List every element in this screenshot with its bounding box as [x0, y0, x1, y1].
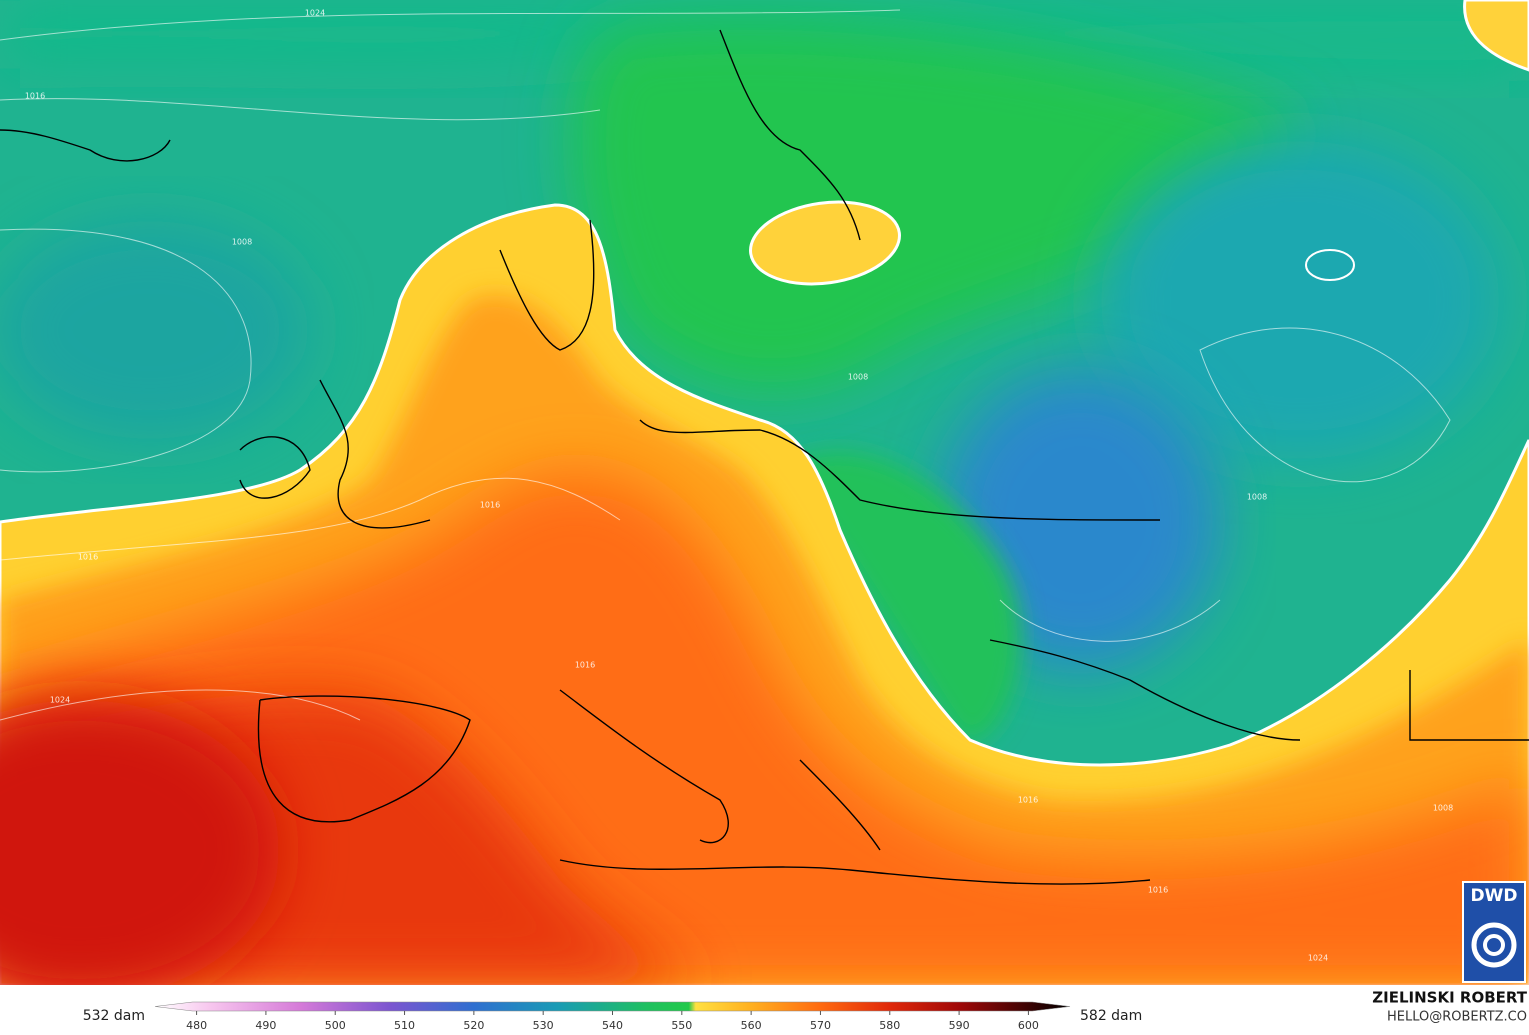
- finland-high: [749, 200, 901, 286]
- isobar-label: 1016: [1148, 886, 1168, 895]
- isobar-label: 1024: [50, 696, 70, 705]
- isobar-label: 1008: [1433, 804, 1453, 813]
- credit-name: ZIELINSKI ROBERT: [1372, 989, 1527, 1007]
- logo-swirl-inner: [1483, 934, 1505, 956]
- isobar-label: 1008: [1247, 493, 1267, 502]
- russia-low: [1100, 140, 1500, 460]
- atlantic-low: [0, 220, 310, 440]
- logo-text: DWD: [1471, 886, 1518, 906]
- colorbar-tick-label: 550: [671, 1019, 692, 1032]
- colorbar-tick-label: 570: [810, 1019, 831, 1032]
- colorbar-tick-label: 590: [949, 1019, 970, 1032]
- ridge-dark-red: [0, 700, 280, 985]
- logo: DWD: [1462, 881, 1526, 983]
- coastlines: [0, 29, 1529, 885]
- colorbar-tick-label: 500: [325, 1019, 346, 1032]
- colorbar-tick-label: 600: [1018, 1019, 1039, 1032]
- colorbar-tick-label: 540: [602, 1019, 623, 1032]
- colorbar-min-label: 532 dam: [83, 1008, 145, 1024]
- colorbar-tick-label: 490: [255, 1019, 276, 1032]
- isobar-ring: [1305, 249, 1355, 281]
- map: 1024 1016 1008 1016 1016 1024 1016 1008 1008 1016…: [0, 0, 1529, 985]
- isobar-label: 1008: [232, 238, 252, 247]
- isobar-label: 1024: [1308, 954, 1328, 963]
- colorbar: 532 dam 582 dam 480 490 500 510 520 530 540 550…: [83, 1001, 1142, 1032]
- colorbar-max-label: 582 dam: [1080, 1008, 1142, 1024]
- colorbar-tick-label: 480: [186, 1019, 207, 1032]
- credit-email: HELLO@ROBERTZ.CO: [1387, 1010, 1527, 1025]
- isobar-label: 1016: [1018, 796, 1038, 805]
- isobar-label: 1024: [305, 9, 325, 18]
- green-zone: [572, 20, 1300, 394]
- colorbar-tick-label: 560: [741, 1019, 762, 1032]
- isobar-label: 1016: [25, 92, 45, 101]
- colorbar-tick-label: 580: [879, 1019, 900, 1032]
- colorbar-tick-label: 520: [463, 1019, 484, 1032]
- isobar-labels: 1024 1016 1008 1016 1016 1024 1016 1008 1008 1016…: [25, 9, 1453, 963]
- colorbar-tick-label: 510: [394, 1019, 415, 1032]
- isobar-label: 1016: [78, 553, 98, 562]
- isobars: [0, 9, 1451, 721]
- logo-swirl: [1471, 922, 1517, 968]
- colorbar-bar: [154, 1001, 1071, 1012]
- isobar-label: 1016: [575, 661, 595, 670]
- green-edge: [780, 451, 1021, 743]
- isobar-label: 1008: [848, 373, 868, 382]
- colorbar-tick-label: 530: [533, 1019, 554, 1032]
- isobar-label: 1016: [480, 501, 500, 510]
